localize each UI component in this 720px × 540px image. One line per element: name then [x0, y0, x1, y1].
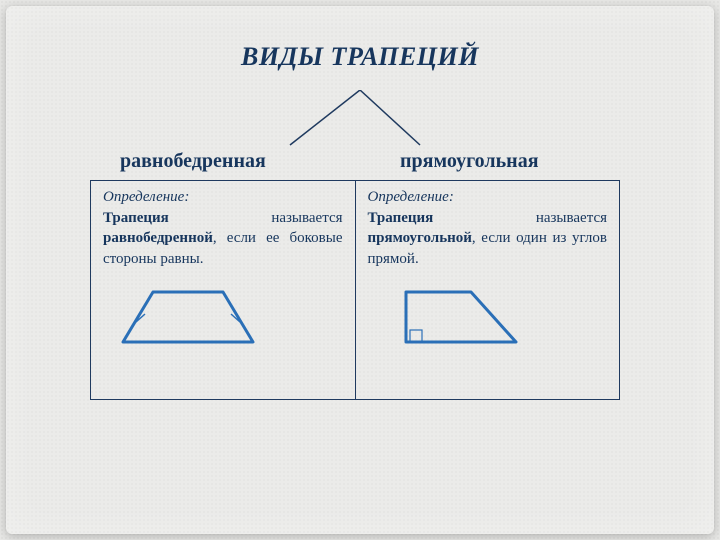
def-body-left: Трапеция называется равнобедренной, если…	[103, 208, 343, 269]
isosceles-trapezoid-shape	[103, 277, 263, 357]
kw-trapezoid-right: Трапеция	[368, 210, 434, 226]
def-label-right: Определение:	[368, 189, 608, 206]
page-title: ВИДЫ ТРАПЕЦИЙ	[0, 42, 720, 72]
heading-left: равнобедренная	[120, 150, 266, 173]
branch-right	[360, 90, 420, 145]
txt-mid-right: называется	[433, 210, 607, 226]
kw-isosceles: равнобедренной	[103, 230, 213, 246]
kw-rightangle: прямоугольной	[368, 230, 472, 246]
cell-right-angle: Определение: Трапеция называется прямоуг…	[355, 181, 620, 400]
def-body-right: Трапеция называется прямоугольной, если …	[368, 208, 608, 269]
cell-isosceles: Определение: Трапеция называется равнобе…	[91, 181, 356, 400]
right-trapezoid-shape	[386, 277, 536, 357]
definitions-table: Определение: Трапеция называется равнобе…	[90, 180, 620, 400]
txt-mid-left: называется	[169, 210, 343, 226]
branch-connector	[260, 90, 460, 150]
right-angle-marker	[410, 330, 422, 342]
branch-left	[290, 90, 360, 145]
definitions-table-wrap: Определение: Трапеция называется равнобе…	[90, 180, 620, 400]
def-label-left: Определение:	[103, 189, 343, 206]
heading-right: прямоугольная	[400, 150, 539, 173]
kw-trapezoid-left: Трапеция	[103, 210, 169, 226]
